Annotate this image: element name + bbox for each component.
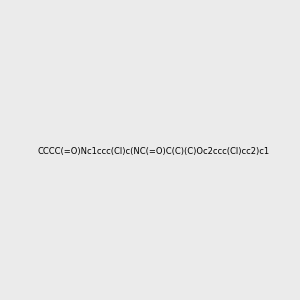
Text: CCCC(=O)Nc1ccc(Cl)c(NC(=O)C(C)(C)Oc2ccc(Cl)cc2)c1: CCCC(=O)Nc1ccc(Cl)c(NC(=O)C(C)(C)Oc2ccc(… xyxy=(38,147,270,156)
